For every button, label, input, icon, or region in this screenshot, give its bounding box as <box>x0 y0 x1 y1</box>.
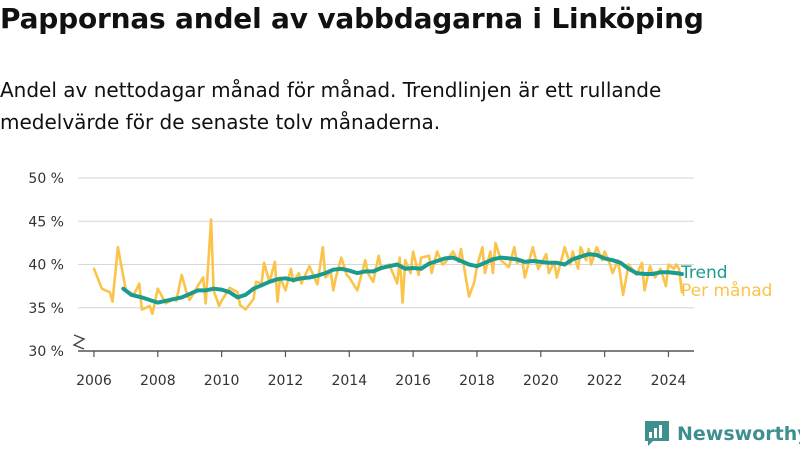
x-axis-ticks: 2006 2008 2010 2012 2014 2016 2018 2020 2022 2024 <box>76 350 694 389</box>
x-tick-label: 2008 <box>140 373 176 389</box>
x-tick-label: 2020 <box>523 373 559 389</box>
x-tick-label: 2024 <box>651 373 687 389</box>
legend-trend: Trend <box>680 263 728 283</box>
line-chart: 30 % 35 % 40 % 45 % 50 % 2006 2008 2010 2012 201… <box>28 171 772 389</box>
chart-subtitle: Andel av nettodagar månad för månad. Tre… <box>0 78 662 134</box>
x-tick-label: 2012 <box>268 373 304 389</box>
axis-break-icon <box>72 334 86 350</box>
trend-series-line <box>121 252 684 305</box>
legend-per-manad: Per månad <box>681 280 772 301</box>
brand-name: Newsworthy <box>677 423 800 445</box>
y-tick-label: 35 % <box>28 301 64 317</box>
y-axis-ticks: 30 % 35 % 40 % 45 % 50 % <box>28 171 86 360</box>
y-tick-label: 50 % <box>28 171 64 187</box>
gridlines <box>78 177 694 309</box>
x-tick-label: 2018 <box>459 373 495 389</box>
y-tick-label: 45 % <box>28 214 64 230</box>
x-tick-label: 2010 <box>204 373 240 389</box>
series-lines <box>92 218 684 316</box>
x-tick-label: 2016 <box>395 373 431 389</box>
x-tick-label: 2022 <box>587 373 623 389</box>
newsworthy-bar-chart-icon <box>645 421 669 446</box>
chart-title: Pappornas andel av vabbdagarna i Linköpi… <box>0 2 704 35</box>
x-tick-label: 2014 <box>331 373 367 389</box>
x-tick-label: 2006 <box>76 373 112 389</box>
y-tick-label: 30 % <box>28 344 64 360</box>
y-tick-label: 40 % <box>28 258 64 274</box>
newsworthy-brand: Newsworthy <box>645 421 800 447</box>
